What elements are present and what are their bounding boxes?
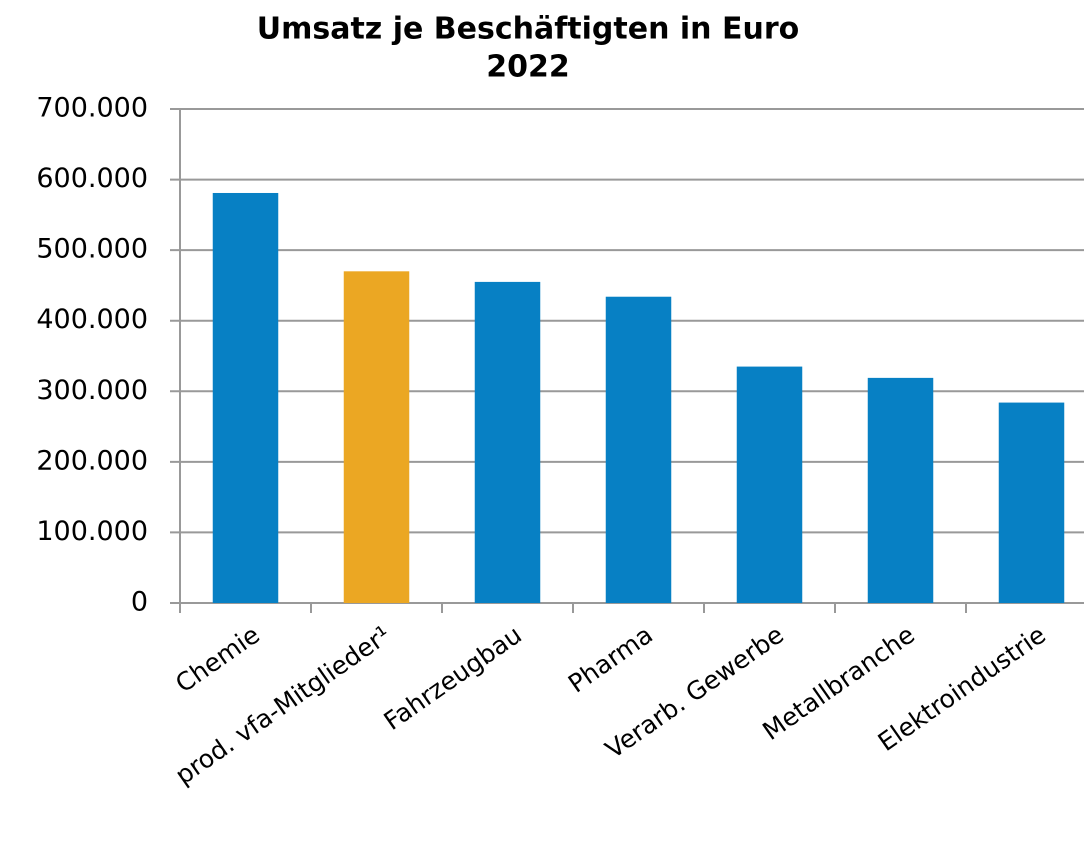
y-tick-label: 700.000 — [36, 93, 148, 124]
bar — [474, 281, 541, 603]
y-tick-label: 400.000 — [36, 304, 148, 335]
bar — [212, 192, 279, 604]
y-tick-label: 100.000 — [36, 516, 148, 547]
x-tick-label: Pharma — [563, 620, 658, 699]
bar — [998, 402, 1065, 603]
bar — [736, 366, 803, 603]
y-tick-label: 600.000 — [36, 163, 148, 194]
bar — [343, 271, 410, 603]
chart-title: Umsatz je Beschäftigten in Euro — [257, 12, 799, 47]
bar — [605, 296, 672, 603]
y-tick-label: 200.000 — [36, 445, 148, 476]
x-tick-label: Chemie — [170, 620, 265, 698]
x-tick-label: Fahrzeugbau — [379, 620, 527, 736]
y-tick-label: 500.000 — [36, 234, 148, 265]
x-tick-label: prod. vfa-Mitglieder¹ — [170, 620, 396, 790]
y-tick-label: 0 — [131, 587, 148, 618]
chart-subtitle: 2022 — [486, 50, 570, 85]
bar — [867, 377, 934, 603]
y-tick-label: 300.000 — [36, 375, 148, 406]
